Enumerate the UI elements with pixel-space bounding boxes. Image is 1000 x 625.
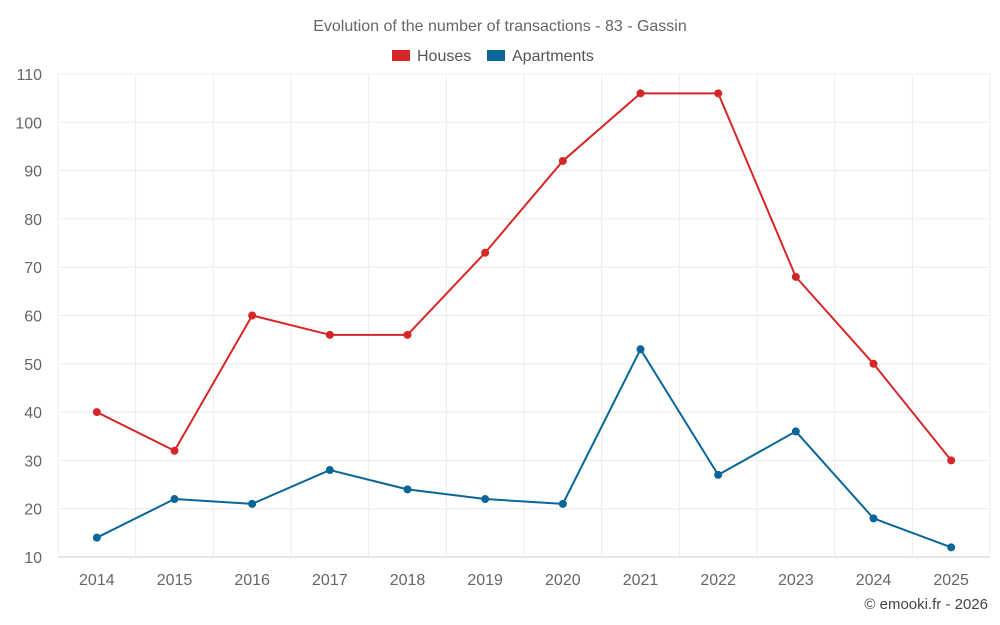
legend-swatch-apartments <box>487 50 505 61</box>
legend-swatch-houses <box>392 50 410 61</box>
data-point-apartments[interactable] <box>869 514 878 523</box>
data-point-houses[interactable] <box>947 456 956 465</box>
data-point-houses[interactable] <box>791 272 800 281</box>
x-tick-label: 2017 <box>312 572 348 589</box>
x-tick-label: 2025 <box>933 572 969 589</box>
x-axis-ticks: 2014 2015 2016 2017 2018 2019 2020 2021 2022 2023… <box>79 572 969 589</box>
credit-text: © emooki.fr - 2026 <box>864 596 988 613</box>
data-point-houses[interactable] <box>248 311 257 320</box>
series-line-apartments <box>96 348 952 549</box>
y-tick-label: 20 <box>24 502 42 519</box>
y-tick-label: 100 <box>15 115 42 132</box>
data-point-houses[interactable] <box>481 248 490 257</box>
data-point-apartments[interactable] <box>636 345 645 354</box>
y-tick-label: 40 <box>24 405 42 422</box>
y-tick-label: 90 <box>24 164 42 181</box>
data-point-houses[interactable] <box>558 156 567 165</box>
x-tick-label: 2015 <box>157 572 193 589</box>
y-tick-label: 50 <box>24 357 42 374</box>
data-point-apartments[interactable] <box>947 543 956 552</box>
y-axis-ticks: 10 20 30 40 50 60 70 80 90 100 110 <box>15 67 42 567</box>
data-point-apartments[interactable] <box>714 470 723 479</box>
grid <box>57 73 991 558</box>
data-point-houses[interactable] <box>92 408 101 417</box>
y-tick-label: 110 <box>16 67 42 84</box>
x-tick-label: 2016 <box>234 572 270 589</box>
y-tick-label: 80 <box>24 212 42 229</box>
data-point-apartments[interactable] <box>92 533 101 542</box>
series-line-houses <box>96 92 952 462</box>
data-point-houses[interactable] <box>325 330 334 339</box>
x-tick-label: 2021 <box>623 572 659 589</box>
chart-title: Evolution of the number of transactions … <box>313 18 687 35</box>
data-point-apartments[interactable] <box>558 499 567 508</box>
data-point-houses[interactable] <box>403 330 412 339</box>
data-point-houses[interactable] <box>170 446 179 455</box>
data-point-apartments[interactable] <box>791 427 800 436</box>
data-point-houses[interactable] <box>714 89 723 98</box>
series <box>92 89 956 552</box>
legend-label-apartments[interactable]: Apartments <box>512 48 594 65</box>
y-tick-label: 70 <box>24 260 42 277</box>
x-tick-label: 2022 <box>700 572 736 589</box>
x-tick-label: 2020 <box>545 572 581 589</box>
x-tick-label: 2018 <box>390 572 426 589</box>
y-tick-label: 30 <box>24 453 42 470</box>
legend: Houses Apartments <box>392 48 594 65</box>
series-apartments <box>92 345 956 552</box>
data-point-apartments[interactable] <box>170 495 179 504</box>
x-tick-label: 2014 <box>79 572 115 589</box>
legend-label-houses[interactable]: Houses <box>417 48 471 65</box>
data-point-apartments[interactable] <box>325 466 334 475</box>
x-tick-label: 2019 <box>467 572 503 589</box>
x-tick-label: 2023 <box>778 572 814 589</box>
data-point-houses[interactable] <box>869 359 878 368</box>
x-tick-label: 2024 <box>856 572 892 589</box>
data-point-houses[interactable] <box>636 89 645 98</box>
y-tick-label: 10 <box>24 550 42 567</box>
data-point-apartments[interactable] <box>248 499 257 508</box>
series-houses <box>92 89 956 465</box>
data-point-apartments[interactable] <box>481 495 490 504</box>
data-point-apartments[interactable] <box>403 485 412 494</box>
y-tick-label: 60 <box>24 309 42 326</box>
